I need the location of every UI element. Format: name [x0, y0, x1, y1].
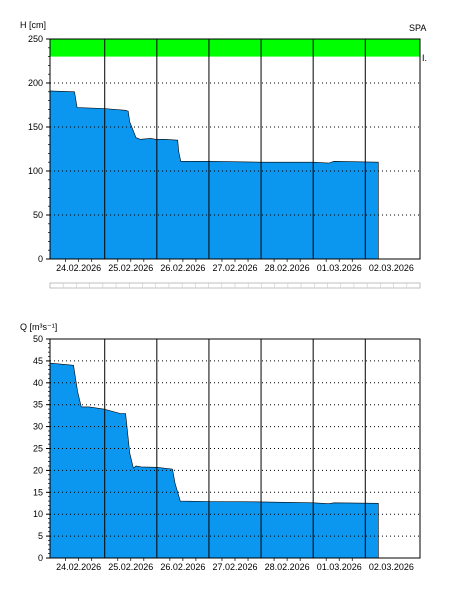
x-tick-label: 28.02.2026 [265, 562, 310, 572]
y-tick-label: 15 [33, 487, 43, 497]
y-tick-label: 45 [33, 356, 43, 366]
y-tick-label: 30 [33, 422, 43, 432]
x-tick-label: 26.02.2026 [160, 263, 205, 273]
threshold-band [50, 39, 420, 57]
vertical-grid [104, 39, 366, 259]
x-tick-label: 26.02.2026 [160, 562, 205, 572]
y-tick-label: 200 [28, 78, 43, 88]
level-mark-label: I. [422, 53, 427, 63]
y-tick-label: 50 [33, 334, 43, 344]
x-tick-label: 01.03.2026 [317, 263, 362, 273]
y-tick-label: 5 [38, 531, 43, 541]
x-tick-labels: 24.02.2026 25.02.2026 26.02.2026 27.02.2026… [56, 558, 414, 572]
x-tick-label: 24.02.2026 [56, 562, 101, 572]
y-tick-label: 0 [38, 553, 43, 563]
x-tick-label: 28.02.2026 [265, 263, 310, 273]
x-tick-label: 25.02.2026 [108, 263, 153, 273]
y-tick-label: 150 [28, 122, 43, 132]
x-tick-labels: 24.02.2026 25.02.2026 26.02.2026 27.02.2026… [56, 259, 414, 273]
area-series [49, 90, 379, 260]
y-tick-label: 100 [28, 166, 43, 176]
y-tick-label: 20 [33, 465, 43, 475]
x-tick-label: 02.03.2026 [369, 263, 414, 273]
x-tick-label: 25.02.2026 [108, 562, 153, 572]
y-tick-label: 35 [33, 400, 43, 410]
x-tick-label: 01.03.2026 [317, 562, 362, 572]
x-tick-label: 27.02.2026 [212, 263, 257, 273]
area-series [49, 362, 379, 559]
y-tick-labels: 0 5 10 15 20 25 30 35 40 45 50 [33, 334, 50, 563]
y-tick-label: 50 [33, 210, 43, 220]
chart-water-level: H [cm] SPA I. 0 50 100 150 200 250 24.02.2026… [20, 20, 427, 289]
x-tick-label: 02.03.2026 [369, 562, 414, 572]
y-tick-label: 25 [33, 444, 43, 454]
station-code-label: SPA [409, 23, 426, 33]
y-axis-label: Q [m³s⁻¹] [20, 322, 57, 332]
x-tick-label: 24.02.2026 [56, 263, 101, 273]
horizontal-grid [50, 82, 420, 216]
y-axis-label: H [cm] [20, 20, 46, 30]
y-tick-label: 250 [28, 34, 43, 44]
chart-discharge: Q [m³s⁻¹] 0 5 10 15 20 25 30 35 40 45 50 24.02.202… [20, 322, 421, 572]
x-tick-label: 27.02.2026 [212, 562, 257, 572]
y-tick-labels: 0 50 100 150 200 250 [28, 34, 50, 264]
y-tick-label: 0 [38, 254, 43, 264]
vertical-grid [104, 339, 366, 558]
x-scrollbar[interactable] [49, 282, 421, 289]
horizontal-grid [50, 360, 420, 537]
y-tick-label: 10 [33, 509, 43, 519]
y-tick-label: 40 [33, 378, 43, 388]
